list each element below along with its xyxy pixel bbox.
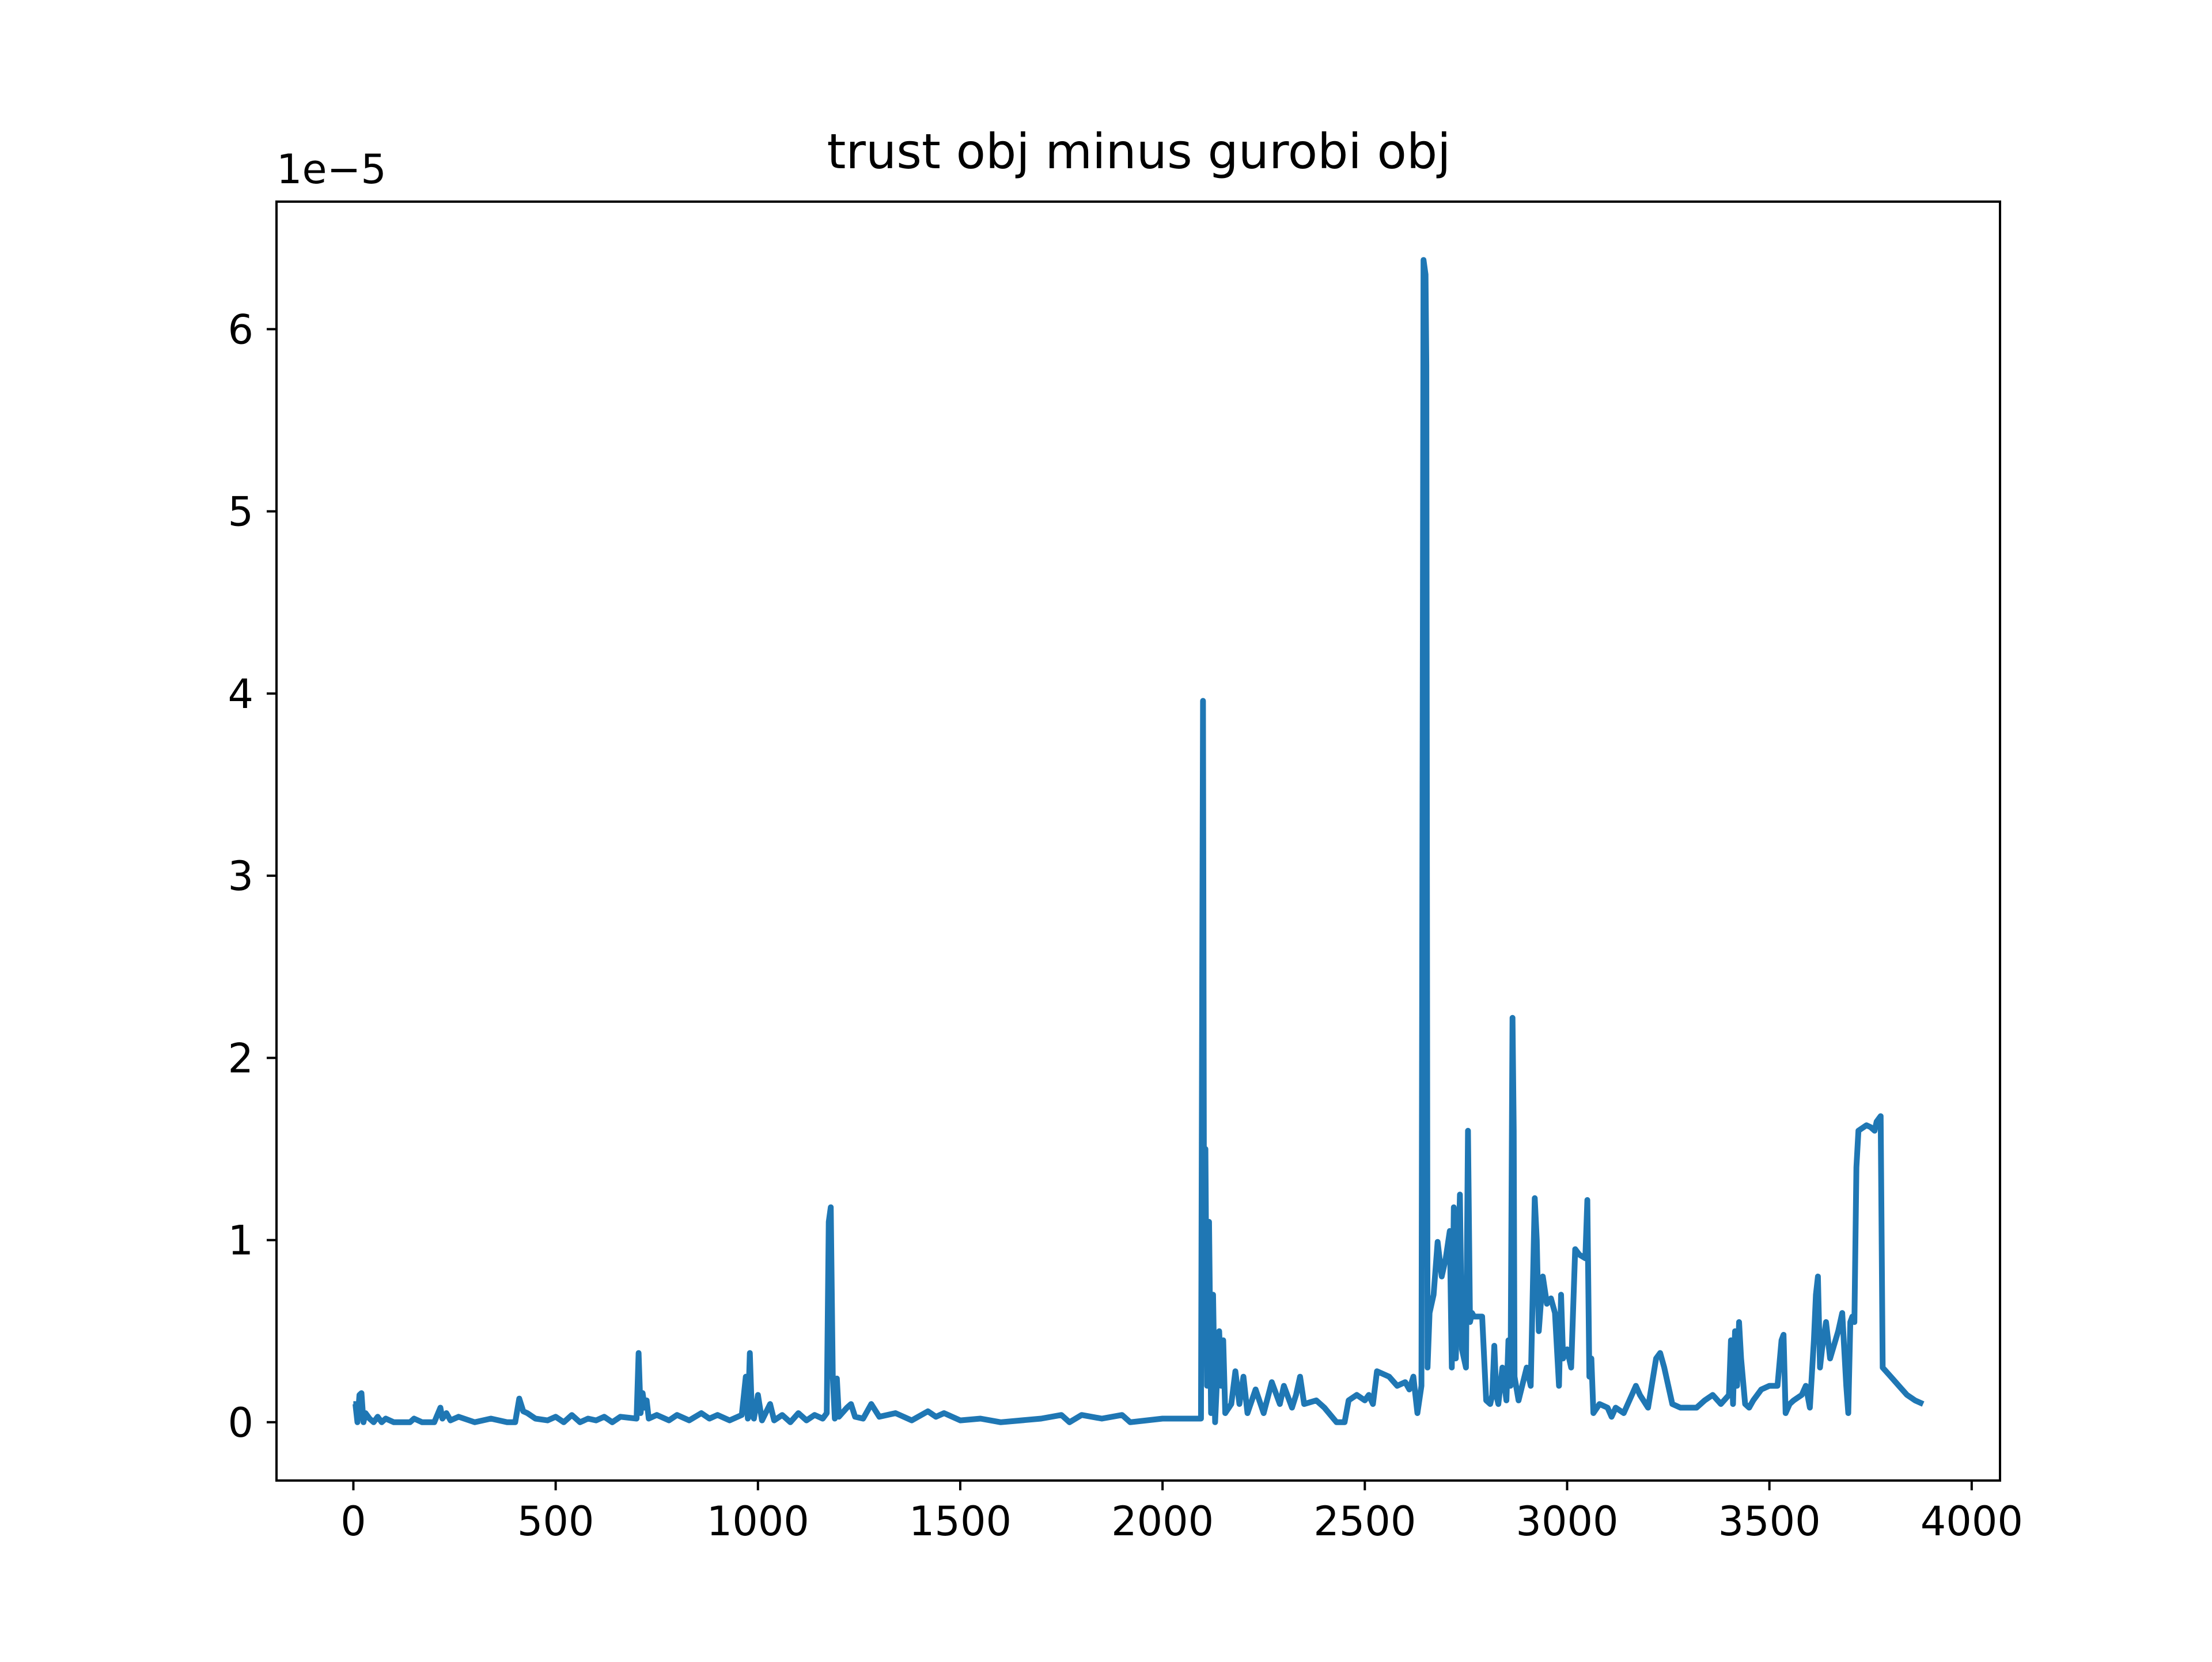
x-tick-label: 3000 <box>1516 1498 1618 1545</box>
y-tick-label: 5 <box>228 489 253 536</box>
plot-area-frame <box>275 200 2001 1482</box>
y-axis: 0 1 2 3 4 5 6 <box>228 306 276 1447</box>
y-tick-label: 0 <box>228 1399 253 1447</box>
y-tick-label: 4 <box>228 671 253 718</box>
y-offset-label: 1e−5 <box>276 146 387 193</box>
x-axis: 0 500 1000 1500 2000 2500 3000 3500 4000 <box>340 1481 2023 1545</box>
x-tick-label: 2500 <box>1313 1498 1416 1545</box>
x-tick-label: 3500 <box>1718 1498 1821 1545</box>
x-tick-label: 2000 <box>1111 1498 1214 1545</box>
x-tick-label: 1000 <box>707 1498 809 1545</box>
y-tick-label: 6 <box>228 306 253 353</box>
x-tick-label: 500 <box>517 1498 594 1545</box>
y-tick-label: 3 <box>228 853 253 900</box>
y-tick-label: 1 <box>228 1217 253 1265</box>
series-line <box>353 257 1925 1425</box>
x-tick-label: 0 <box>340 1498 366 1545</box>
chart-title: trust obj minus gurobi obj <box>827 123 1450 180</box>
x-tick-label: 4000 <box>1921 1498 2023 1545</box>
x-tick-label: 1500 <box>909 1498 1012 1545</box>
y-tick-label: 2 <box>228 1035 253 1082</box>
